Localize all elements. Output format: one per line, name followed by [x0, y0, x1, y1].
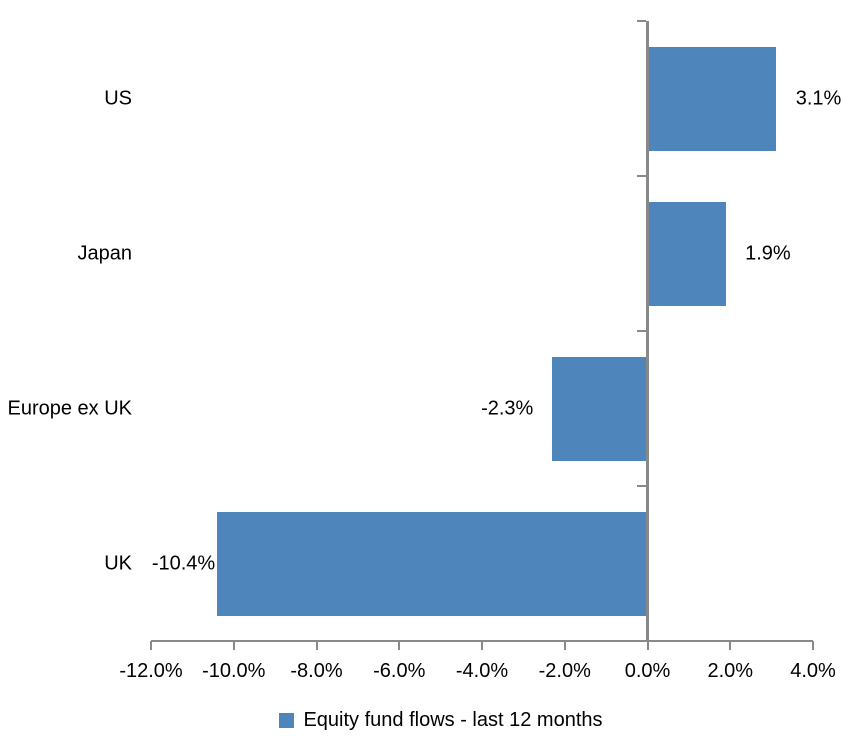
- x-axis-tick: [646, 641, 649, 650]
- y-axis-tick: [637, 175, 646, 177]
- x-axis-tick-label: -10.0%: [202, 660, 266, 682]
- category-label: Japan: [77, 242, 133, 264]
- bar-value-label: -2.3%: [481, 397, 534, 419]
- y-axis-line: [646, 21, 649, 641]
- category-label: US: [104, 87, 132, 109]
- x-axis-tick-label: 2.0%: [707, 660, 754, 682]
- x-axis-tick: [315, 641, 318, 650]
- x-axis-tick-label: -8.0%: [290, 660, 343, 682]
- x-axis-tick-label: -4.0%: [455, 660, 509, 682]
- category-label: UK: [104, 552, 132, 574]
- x-axis-tick: [812, 641, 814, 650]
- bar: [552, 356, 646, 461]
- y-axis-tick: [637, 330, 646, 332]
- x-axis-tick: [398, 641, 401, 650]
- x-axis-tick: [729, 641, 732, 650]
- bar-value-label: -10.4%: [151, 552, 216, 574]
- bar: [217, 511, 646, 616]
- bar: [649, 201, 727, 306]
- legend: Equity fund flows - last 12 months: [15, 705, 852, 735]
- x-axis-tick-label: 4.0%: [790, 660, 836, 682]
- x-axis-tick-label: -2.0%: [538, 660, 591, 682]
- x-axis-tick: [150, 641, 152, 650]
- x-axis-tick: [232, 641, 235, 650]
- legend-label: Equity fund flows - last 12 months: [303, 708, 603, 731]
- legend-swatch: [279, 712, 295, 728]
- y-axis-tick: [637, 20, 646, 22]
- category-label: Europe ex UK: [7, 397, 132, 419]
- bar-value-label: 1.9%: [745, 242, 791, 264]
- y-axis-tick: [637, 485, 646, 487]
- x-axis-tick: [563, 641, 566, 650]
- x-axis-tick-label: 0.0%: [624, 660, 671, 682]
- bar-value-label: 3.1%: [795, 87, 842, 109]
- x-axis-tick-label: -6.0%: [373, 660, 426, 682]
- bar: [649, 46, 776, 151]
- x-axis-tick: [481, 641, 483, 650]
- x-axis-tick-label: -12.0%: [119, 660, 183, 682]
